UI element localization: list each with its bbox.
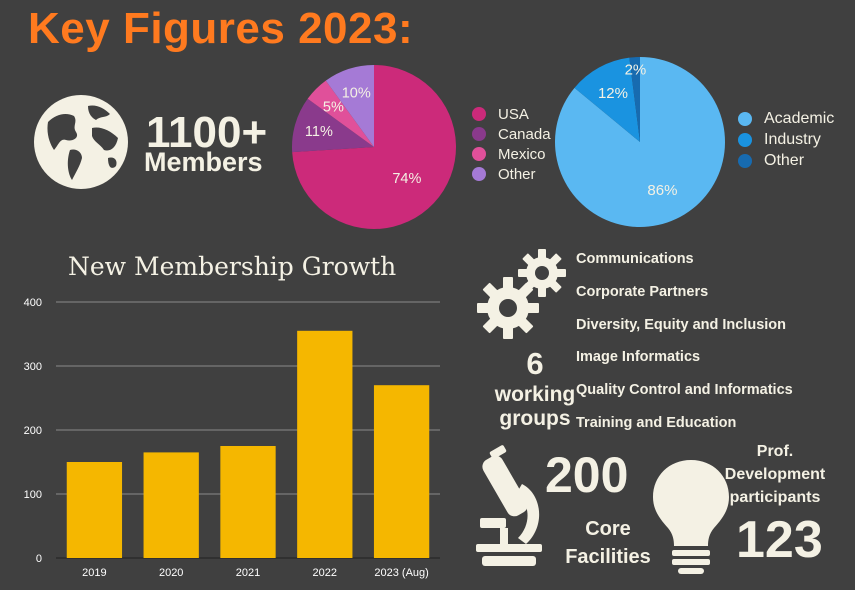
prof-dev-count: 123 <box>736 511 823 569</box>
pie-slice-usa <box>292 65 456 229</box>
x-tick-label: 2020 <box>159 567 183 579</box>
legend-label: Mexico <box>498 145 546 163</box>
membership-growth-bar-chart: 0 100 200 300 400 2019 2020 2021 2022 2023 (Aug) <box>24 297 440 579</box>
working-group-item: Corporate Partners <box>576 283 709 300</box>
x-tick-label: 2023 (Aug) <box>374 567 428 579</box>
legend-swatch <box>738 111 752 126</box>
working-groups-label: working groups <box>475 383 595 431</box>
lightbulb-icon <box>653 460 729 574</box>
pie-slice-industry <box>574 57 640 142</box>
bar-2021 <box>220 446 276 558</box>
legend-label: Industry <box>764 130 821 148</box>
legend-item: Other <box>472 164 551 184</box>
y-tick-label: 200 <box>24 425 42 437</box>
y-tick-label: 0 <box>36 553 42 565</box>
working-group-item: Image Informatics <box>576 349 701 366</box>
country-pie-chart: 74% 11% 5%10% <box>292 65 456 229</box>
legend-item: Industry <box>738 129 834 150</box>
legend-label: Other <box>764 151 805 169</box>
prof-dev-label-line2: Development <box>724 466 826 483</box>
legend-item: Other <box>738 150 834 171</box>
x-tick-label: 2019 <box>82 567 106 579</box>
legend-item: Academic <box>738 108 834 129</box>
legend-swatch <box>472 147 486 161</box>
y-tick-label: 100 <box>24 489 42 501</box>
bar-2022 <box>297 330 353 558</box>
pie-value-label: 86% <box>647 182 677 199</box>
legend-swatch <box>472 127 486 141</box>
legend-label: USA <box>498 105 529 123</box>
bar-2019 <box>66 462 123 558</box>
legend-swatch <box>472 167 486 181</box>
core-facilities-count: 200 <box>545 447 629 503</box>
working-groups-list: Communications Corporate Partners Divers… <box>576 248 793 445</box>
working-groups-label-line2: groups <box>499 407 571 430</box>
bar-2023-aug <box>373 385 430 558</box>
working-groups-label-line1: working <box>494 383 576 406</box>
prof-dev-label: Prof. Development participants <box>700 440 850 509</box>
working-group-item: Quality Control and Informatics <box>576 382 793 399</box>
page-title: Key Figures 2023: <box>28 4 414 53</box>
core-facilities-label-line2: Facilities <box>565 546 651 568</box>
pie-value-label: 12% <box>598 85 628 102</box>
working-group-item: Diversity, Equity and Inclusion <box>576 316 787 333</box>
bar-2020 <box>143 452 199 558</box>
pie-slice-mexico <box>307 80 374 147</box>
sector-legend: Academic Industry Other <box>738 108 834 171</box>
working-groups-count: 6 <box>526 346 544 381</box>
pie-value-label: 5% <box>323 99 344 115</box>
x-tick-label: 2022 <box>313 567 337 579</box>
legend-label: Other <box>498 165 536 183</box>
legend-swatch <box>738 132 752 147</box>
legend-item: Canada <box>472 124 551 144</box>
x-tick-label: 2021 <box>236 567 260 579</box>
legend-swatch <box>738 153 752 168</box>
pie-value-label: 2% <box>625 61 647 78</box>
prof-dev-label-line1: Prof. <box>756 443 794 460</box>
pie-slice-canada <box>292 98 374 153</box>
pie-value-label: 10% <box>342 85 371 101</box>
core-facilities-label: Core Facilities <box>548 515 668 571</box>
country-legend: USA Canada Mexico Other <box>472 104 551 184</box>
globe-icon <box>34 95 128 189</box>
legend-item: USA <box>472 104 551 124</box>
pie-slice-other <box>629 57 640 142</box>
legend-item: Mexico <box>472 144 551 164</box>
members-label: Members <box>144 147 263 177</box>
working-group-item: Training and Education <box>576 414 737 431</box>
y-tick-label: 400 <box>24 297 42 309</box>
legend-label: Academic <box>764 109 835 127</box>
sector-pie-chart: 86% 12% 2% <box>555 57 725 227</box>
pie-value-label: 74% <box>392 171 421 187</box>
pie-slice-other <box>325 65 374 147</box>
members-count: 1100+ <box>146 108 268 157</box>
prof-dev-label-line3: participants <box>729 489 821 506</box>
y-tick-label: 300 <box>24 361 42 373</box>
working-group-item: Communications <box>576 251 694 267</box>
core-facilities-label-line1: Core <box>585 518 631 540</box>
bar-chart-title: New Membership Growth <box>68 252 397 281</box>
legend-swatch <box>472 107 486 121</box>
pie-value-label: 11% <box>305 124 333 140</box>
microscope-icon <box>476 445 542 566</box>
legend-label: Canada <box>498 125 551 143</box>
gears-icon <box>477 249 566 339</box>
